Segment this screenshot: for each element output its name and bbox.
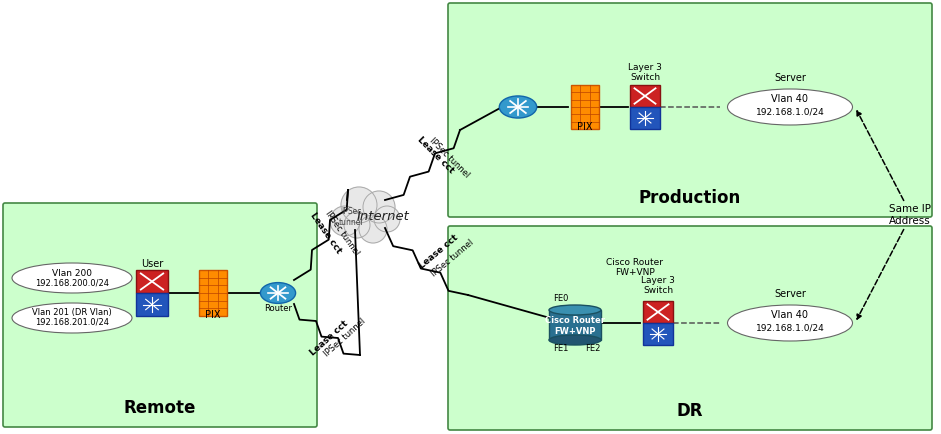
Ellipse shape: [12, 263, 132, 293]
Text: PIX: PIX: [577, 122, 593, 132]
Text: FE0: FE0: [553, 294, 568, 303]
Ellipse shape: [12, 303, 132, 333]
Text: Server: Server: [774, 289, 805, 299]
Text: Lease cct: Lease cct: [416, 135, 456, 175]
Text: Lease cct: Lease cct: [308, 319, 349, 357]
Ellipse shape: [727, 89, 853, 125]
Text: Same IP
Address: Same IP Address: [889, 204, 931, 226]
Text: Server: Server: [774, 73, 805, 83]
Text: Vlan 201 (DR Vlan): Vlan 201 (DR Vlan): [32, 309, 112, 318]
Text: Remote: Remote: [124, 399, 196, 417]
Text: IPSec tunnel: IPSec tunnel: [322, 317, 367, 359]
FancyBboxPatch shape: [643, 323, 673, 345]
Text: Vlan 40: Vlan 40: [772, 94, 808, 104]
Text: IPSec tunnel: IPSec tunnel: [430, 238, 476, 278]
Text: 192.168.200.0/24: 192.168.200.0/24: [35, 279, 109, 287]
Text: DR: DR: [677, 402, 703, 420]
Text: Layer 3
Switch: Layer 3 Switch: [628, 62, 662, 82]
FancyBboxPatch shape: [199, 270, 227, 316]
Text: IPSec tunnel: IPSec tunnel: [428, 136, 471, 180]
Text: Router: Router: [264, 304, 292, 313]
Circle shape: [344, 212, 370, 238]
Text: 192.168.1.0/24: 192.168.1.0/24: [756, 323, 824, 332]
Ellipse shape: [549, 305, 601, 315]
Text: PIX: PIX: [205, 310, 221, 320]
FancyBboxPatch shape: [630, 107, 660, 129]
FancyBboxPatch shape: [3, 203, 317, 427]
Text: Lease cct: Lease cct: [418, 233, 460, 271]
FancyBboxPatch shape: [643, 301, 673, 323]
Text: User: User: [141, 259, 163, 269]
Text: Production: Production: [639, 189, 742, 207]
Text: Layer 3
Switch: Layer 3 Switch: [641, 276, 675, 295]
Circle shape: [341, 187, 377, 223]
Circle shape: [363, 191, 395, 223]
FancyBboxPatch shape: [448, 226, 932, 430]
Text: Internet: Internet: [357, 210, 409, 224]
Text: Vlan 200: Vlan 200: [52, 270, 92, 279]
Circle shape: [374, 206, 400, 232]
Text: IPSec
tunnel: IPSec tunnel: [339, 207, 363, 227]
FancyBboxPatch shape: [630, 85, 660, 107]
FancyBboxPatch shape: [549, 310, 601, 340]
Text: FE1: FE1: [553, 344, 568, 353]
Text: Lease cct: Lease cct: [308, 211, 343, 255]
Text: Cisco Router
FW+VNP: Cisco Router FW+VNP: [607, 258, 663, 277]
Circle shape: [359, 215, 387, 243]
Text: 192.168.201.0/24: 192.168.201.0/24: [35, 318, 109, 326]
Ellipse shape: [549, 335, 601, 345]
FancyBboxPatch shape: [136, 293, 168, 316]
Circle shape: [330, 206, 360, 236]
Text: Vlan 40: Vlan 40: [772, 310, 808, 320]
Ellipse shape: [727, 305, 853, 341]
FancyBboxPatch shape: [136, 270, 168, 293]
FancyBboxPatch shape: [448, 3, 932, 217]
Ellipse shape: [261, 283, 295, 303]
Text: Cisco Router
FW+VNP: Cisco Router FW+VNP: [545, 316, 605, 336]
FancyBboxPatch shape: [571, 85, 599, 129]
Text: 192.168.1.0/24: 192.168.1.0/24: [756, 108, 824, 116]
Ellipse shape: [500, 96, 536, 118]
Text: FE2: FE2: [585, 344, 600, 353]
Text: IPSec tunnel: IPSec tunnel: [323, 209, 360, 257]
